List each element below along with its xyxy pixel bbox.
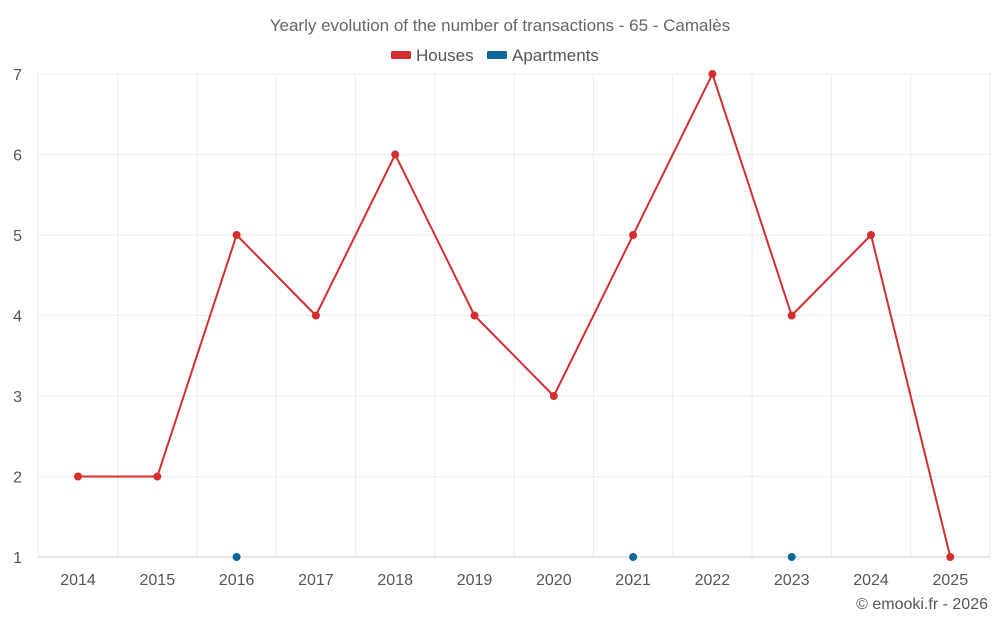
y-axis-ticks: 1 2 3 4 5 6 7	[13, 67, 22, 567]
series-layer	[74, 70, 955, 561]
x-tick-label: 2020	[536, 572, 572, 589]
legend-label-houses: Houses	[416, 46, 474, 65]
y-tick-label: 7	[13, 67, 22, 84]
data-point-houses[interactable]	[867, 231, 875, 239]
x-tick-label: 2017	[298, 572, 334, 589]
x-tick-label: 2019	[457, 572, 493, 589]
x-tick-label: 2018	[377, 572, 413, 589]
y-tick-label: 1	[13, 550, 22, 567]
y-tick-label: 2	[13, 470, 22, 487]
legend-swatch-apartments	[487, 51, 507, 59]
x-axis-ticks: 2014 2015 2016 2017 2018 2019 2020 2021 2022 2023…	[60, 572, 968, 589]
data-point-apartments[interactable]	[232, 553, 241, 561]
data-point-houses[interactable]	[232, 231, 241, 239]
data-point-houses[interactable]	[311, 311, 320, 320]
chart-title: Yearly evolution of the number of transa…	[270, 16, 731, 35]
x-tick-label: 2015	[140, 572, 176, 589]
data-point-houses[interactable]	[153, 472, 162, 481]
legend-item-apartments[interactable]: Apartments	[487, 46, 599, 65]
data-point-houses[interactable]	[946, 553, 955, 561]
legend-swatch-houses	[391, 51, 411, 59]
grid	[37, 73, 991, 558]
x-tick-label: 2021	[615, 572, 651, 589]
series-apartments	[232, 553, 796, 561]
credit-text: © emooki.fr - 2026	[856, 596, 988, 613]
data-point-houses[interactable]	[708, 70, 717, 78]
y-tick-label: 3	[13, 389, 22, 406]
y-tick-label: 5	[13, 228, 22, 245]
data-point-houses[interactable]	[629, 231, 638, 239]
x-tick-label: 2023	[774, 572, 810, 589]
x-tick-label: 2014	[60, 572, 96, 589]
data-point-apartments[interactable]	[787, 553, 796, 561]
data-point-houses[interactable]	[391, 150, 400, 159]
data-point-houses[interactable]	[549, 392, 558, 400]
data-point-houses[interactable]	[787, 311, 796, 320]
y-tick-label: 4	[13, 309, 22, 326]
legend: Houses Apartments	[391, 46, 599, 65]
x-tick-label: 2025	[933, 572, 969, 589]
series-line-houses	[78, 71, 952, 558]
legend-label-apartments: Apartments	[512, 46, 599, 65]
legend-item-houses[interactable]: Houses	[391, 46, 474, 65]
data-point-houses[interactable]	[470, 311, 479, 320]
data-point-apartments[interactable]	[629, 553, 638, 561]
x-tick-label: 2022	[695, 572, 731, 589]
x-tick-label: 2024	[853, 572, 889, 589]
series-houses	[74, 70, 955, 561]
x-tick-label: 2016	[219, 572, 255, 589]
data-point-houses[interactable]	[74, 472, 82, 481]
y-tick-label: 6	[13, 148, 22, 165]
